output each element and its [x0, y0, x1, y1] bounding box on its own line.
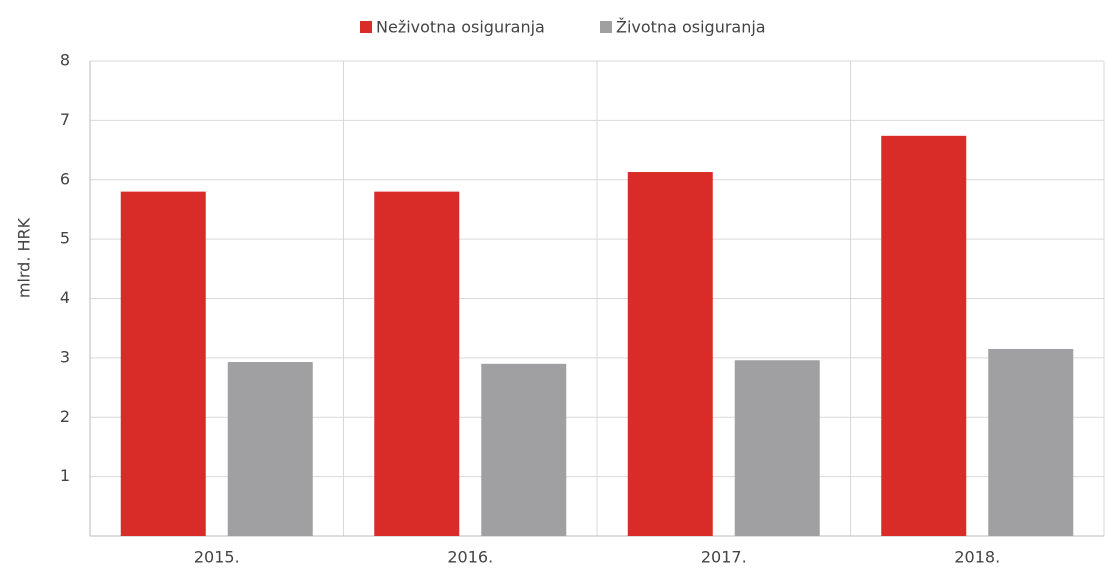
bar: [881, 135, 967, 536]
legend-swatch: [600, 21, 612, 33]
y-tick-label: 2: [60, 407, 70, 426]
bar: [120, 191, 206, 536]
bar: [227, 362, 313, 536]
legend-label: Neživotna osiguranja: [376, 18, 545, 37]
y-tick-label: 7: [60, 110, 70, 129]
bar: [481, 363, 567, 536]
x-tick-label: 2017.: [701, 548, 747, 567]
x-tick-label: 2016.: [447, 548, 493, 567]
bar: [374, 191, 460, 536]
x-tick-label: 2018.: [954, 548, 1000, 567]
y-tick-label: 3: [60, 347, 70, 366]
legend-swatch: [360, 21, 372, 33]
bar: [988, 348, 1074, 536]
y-tick-label: 4: [60, 288, 70, 307]
bar: [627, 172, 713, 536]
y-tick-label: 1: [60, 466, 70, 485]
y-axis-label: mlrd. HRK: [15, 217, 34, 298]
y-tick-label: 5: [60, 229, 70, 248]
bar: [734, 360, 820, 536]
y-tick-label: 8: [60, 51, 70, 70]
legend-label: Životna osiguranja: [616, 18, 766, 37]
x-tick-label: 2015.: [194, 548, 240, 567]
y-tick-label: 6: [60, 169, 70, 188]
